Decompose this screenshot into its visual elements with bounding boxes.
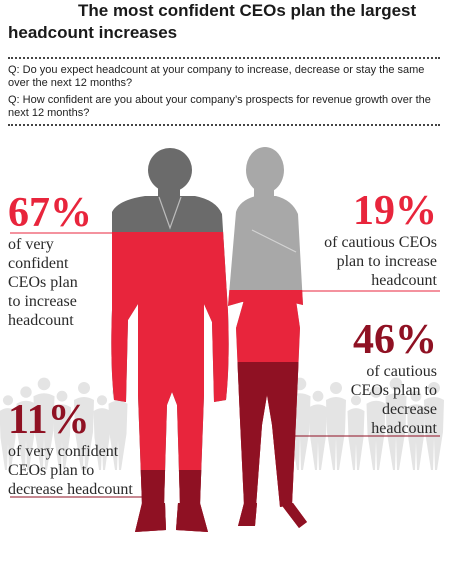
- stat-67-line-4: to increase: [8, 293, 77, 310]
- chart-title: The most confident CEOs plan the largest…: [8, 0, 444, 44]
- stat-46-label: of cautious CEOs plan to decrease headco…: [351, 362, 437, 438]
- crowd-person: [424, 382, 444, 470]
- divider-bottom: [8, 124, 440, 126]
- stat-very-confident-decrease: 11% of very confident CEOs plan to decre…: [8, 398, 133, 499]
- stat-11-line-3: decrease headcount: [8, 481, 133, 498]
- stat-19-value: 19%: [353, 188, 437, 234]
- stat-11-label: of very confident CEOs plan to decrease …: [8, 442, 133, 499]
- stat-cautious-decrease: 46% of cautious CEOs plan to decrease he…: [351, 318, 437, 438]
- crowd-person: [385, 377, 407, 470]
- crowd-person: [366, 386, 386, 470]
- stat-67-line-3: CEOs plan: [8, 274, 78, 291]
- crowd-silhouettes: [0, 377, 444, 470]
- crowd-person: [407, 390, 425, 470]
- stat-19-label: of cautious CEOs plan to increase headco…: [324, 233, 437, 290]
- stat-67-value: 67%: [8, 190, 92, 236]
- stat-46-value: 46%: [353, 317, 437, 363]
- crowd-person: [93, 395, 111, 470]
- stat-11-line-2: CEOs plan to: [8, 462, 95, 479]
- crowd-person: [74, 382, 94, 470]
- crowd-person: [33, 377, 55, 470]
- stat-19-line-1: of cautious CEOs: [324, 234, 437, 251]
- stat-very-confident-increase: 67% of very confident CEOs plan to incre…: [8, 191, 92, 330]
- crowd-person: [16, 386, 36, 470]
- crowd-person: [326, 382, 346, 470]
- stat-11-line-1: of very confident: [8, 443, 119, 460]
- crowd-person: [0, 395, 17, 470]
- stat-46-line-1: of cautious: [366, 363, 437, 380]
- stat-11-value: 11%: [8, 397, 90, 443]
- stat-46-line-4: headcount: [371, 420, 437, 437]
- stat-67-line-2: confident: [8, 255, 69, 272]
- stat-67-line-1: of very: [8, 236, 54, 253]
- stat-46-line-3: decrease: [381, 401, 437, 418]
- crowd-person: [347, 395, 365, 470]
- stat-67-label: of very confident CEOs plan to increase …: [8, 235, 92, 330]
- question-2: Q: How confident are you about your comp…: [8, 94, 431, 119]
- divider-top: [8, 57, 440, 59]
- woman-figure: [228, 147, 307, 528]
- man-collar-line: [158, 196, 182, 230]
- stat-46-line-2: CEOs plan to: [350, 382, 437, 399]
- stat-67-line-5: headcount: [8, 312, 74, 329]
- crowd-person: [53, 390, 71, 470]
- woman-arms-line: [251, 229, 297, 253]
- stat-cautious-increase: 19% of cautious CEOs plan to increase he…: [324, 189, 437, 290]
- question-1: Q: Do you expect headcount at your compa…: [8, 64, 425, 89]
- title-line-2: headcount increases: [8, 23, 178, 42]
- stat-19-line-2: plan to increase: [336, 253, 437, 270]
- crowd-person: [309, 390, 327, 470]
- title-line-1: The most confident CEOs plan the largest: [78, 1, 417, 20]
- stat-19-line-3: headcount: [371, 272, 437, 289]
